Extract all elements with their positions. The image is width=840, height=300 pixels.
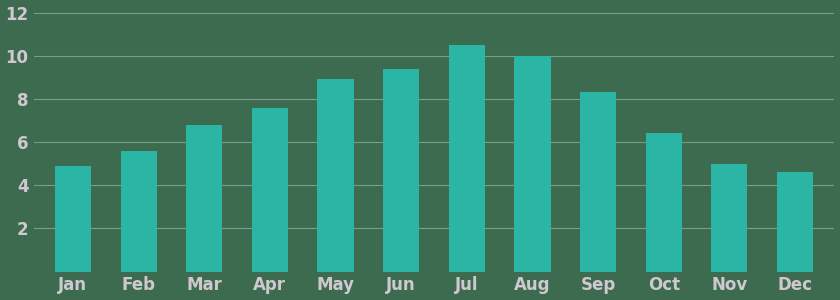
Bar	[383, 69, 419, 272]
Bar	[318, 80, 354, 272]
Bar	[186, 125, 223, 272]
Bar	[120, 151, 156, 272]
Bar	[514, 56, 550, 272]
Bar	[711, 164, 748, 272]
Bar	[252, 107, 288, 272]
Bar	[55, 166, 91, 272]
Bar	[580, 92, 617, 272]
Bar	[777, 172, 813, 272]
Bar	[646, 134, 682, 272]
Bar	[449, 45, 485, 272]
